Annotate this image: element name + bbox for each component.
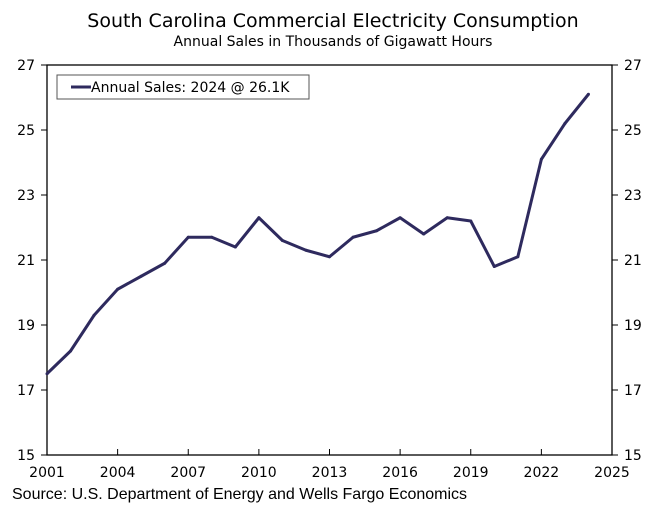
data-point: [516, 255, 520, 259]
data-point: [257, 216, 261, 220]
x-tick-label: 2025: [594, 465, 630, 481]
data-point: [304, 248, 308, 252]
y-tick-label-right: 19: [624, 318, 642, 334]
y-tick-label-right: 17: [624, 383, 642, 399]
data-point: [328, 255, 331, 259]
legend-label: Annual Sales: 2024 @ 26.1K: [91, 80, 290, 96]
data-point: [563, 122, 567, 125]
plot-frame: [46, 64, 613, 456]
y-tick-label-left: 17: [17, 383, 35, 399]
data-point: [92, 313, 96, 317]
y-tick-label-left: 23: [17, 188, 35, 204]
chart-title: South Carolina Commercial Electricity Co…: [87, 10, 579, 32]
y-tick-label-right: 27: [624, 58, 642, 74]
data-point: [398, 216, 402, 220]
y-tick-label-right: 15: [624, 448, 642, 464]
data-point: [492, 265, 496, 268]
data-point: [163, 261, 167, 265]
x-tick-label: 2007: [170, 465, 206, 481]
x-tick-label: 2010: [241, 465, 277, 481]
x-tick-label: 2022: [524, 465, 560, 481]
data-point: [469, 219, 473, 223]
y-tick-label-left: 27: [17, 58, 35, 74]
x-tick-label: 2001: [29, 465, 65, 481]
data-point: [351, 235, 355, 239]
y-tick-label-left: 21: [17, 253, 35, 269]
y-tick-label-right: 25: [624, 123, 642, 139]
data-point: [422, 232, 426, 236]
y-tick-label-left: 25: [17, 123, 35, 139]
y-tick-label-right: 23: [624, 188, 642, 204]
data-point: [210, 235, 214, 239]
data-point: [186, 235, 190, 239]
y-tick-label-right: 21: [624, 253, 642, 269]
data-point: [69, 349, 73, 353]
source-note: Source: U.S. Department of Energy and We…: [12, 486, 468, 503]
data-point: [539, 157, 543, 161]
x-tick-label: 2016: [382, 465, 418, 481]
data-point: [586, 92, 590, 96]
chart-subtitle: Annual Sales in Thousands of Gigawatt Ho…: [173, 34, 493, 50]
legend-box: [56, 74, 310, 100]
series-line-annual-sales: [45, 93, 590, 375]
y-tick-label-left: 19: [17, 318, 35, 334]
data-point: [116, 287, 120, 291]
x-tick-label: 2013: [312, 465, 348, 481]
data-point: [280, 239, 284, 242]
y-tick-label-left: 15: [17, 448, 35, 464]
data-point: [445, 216, 449, 220]
data-point: [139, 274, 143, 278]
data-point: [233, 245, 237, 249]
x-tick-label: 2019: [453, 465, 489, 481]
x-tick-label: 2004: [100, 465, 136, 481]
data-point: [375, 229, 379, 233]
data-point: [45, 372, 49, 376]
